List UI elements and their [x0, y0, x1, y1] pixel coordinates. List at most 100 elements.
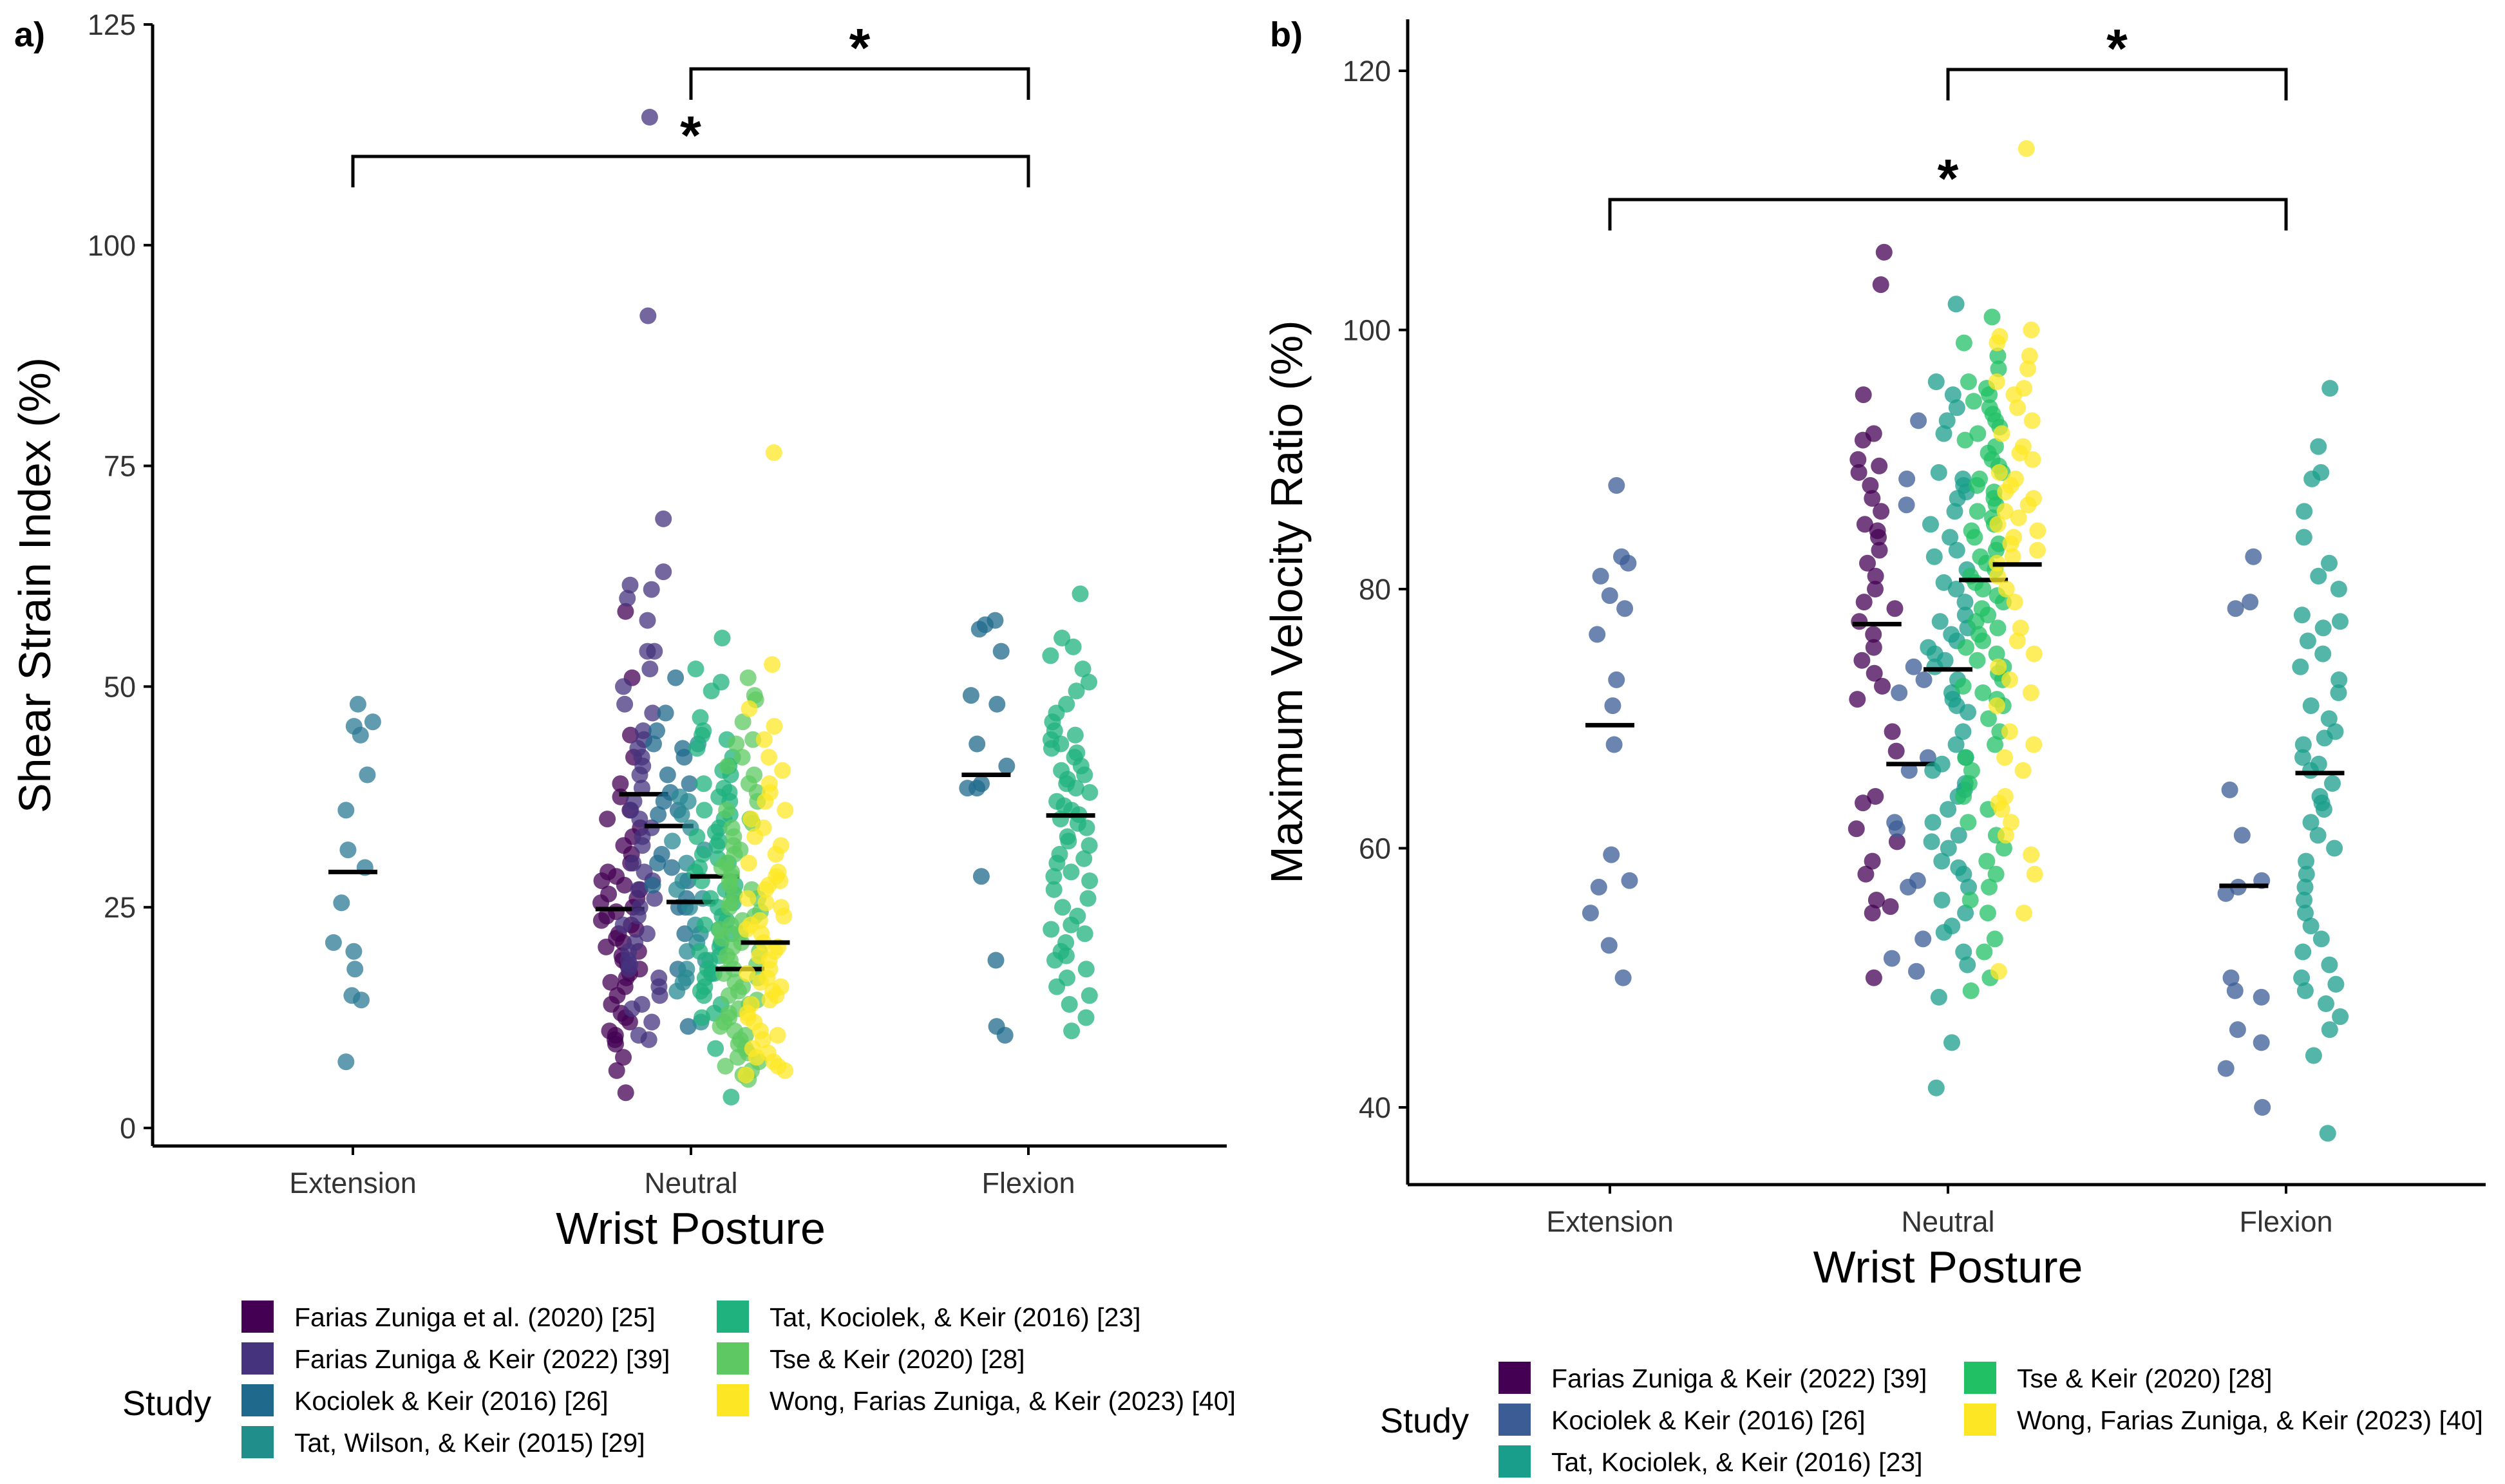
significance-bracket — [689, 67, 1030, 100]
x-axis-title: Wrist Posture — [1813, 1242, 2083, 1292]
data-point — [1063, 863, 1080, 881]
data-point — [1060, 832, 1077, 850]
data-point — [2009, 632, 2026, 650]
data-point — [1974, 632, 1992, 650]
data-point — [643, 1013, 661, 1031]
data-point — [2297, 905, 2314, 922]
legend-swatch — [241, 1384, 274, 1416]
data-point — [1076, 766, 1093, 784]
data-point — [2312, 930, 2330, 948]
data-point — [761, 749, 777, 766]
data-point — [1603, 846, 1620, 863]
data-point — [673, 806, 690, 823]
legend-label: Farias Zuniga & Keir (2022) [39] — [1551, 1364, 1927, 1393]
data-point — [1960, 775, 1978, 792]
series-group — [959, 612, 1016, 1044]
data-point — [721, 899, 738, 916]
y-tick-label: 120 — [1343, 55, 1391, 88]
data-point — [1993, 425, 2010, 442]
data-point — [2309, 827, 2327, 844]
data-point — [2253, 1034, 2270, 1051]
data-point — [987, 952, 1005, 969]
significance-star: * — [1938, 148, 1959, 209]
data-point — [1864, 905, 1881, 922]
data-point — [339, 841, 357, 859]
x-tick-label: Flexion — [2239, 1205, 2332, 1238]
y-tick-label: 60 — [1359, 832, 1391, 865]
data-point — [621, 1013, 638, 1031]
series-group — [1848, 243, 1905, 986]
data-point — [1948, 541, 1965, 559]
data-point — [1974, 581, 1992, 597]
data-point — [659, 766, 676, 784]
data-point — [657, 704, 674, 722]
data-point — [592, 912, 610, 929]
data-point — [2298, 852, 2314, 870]
data-point — [688, 740, 706, 757]
data-point — [757, 894, 775, 912]
data-point — [1923, 833, 1940, 850]
data-point — [1865, 626, 1882, 643]
data-point — [696, 916, 714, 934]
data-point — [1935, 924, 1952, 941]
data-point — [1590, 878, 1607, 896]
data-point — [1048, 978, 1066, 995]
data-point — [2019, 360, 2036, 377]
data-point — [607, 1035, 624, 1053]
data-point — [2305, 1047, 2322, 1064]
data-point — [2029, 522, 2047, 540]
data-point — [2299, 632, 2316, 650]
data-point — [639, 643, 656, 660]
data-point — [1621, 872, 1638, 889]
data-point — [688, 828, 706, 845]
data-point — [622, 726, 639, 744]
data-point — [2006, 594, 2023, 611]
data-point — [2012, 619, 2029, 637]
data-point — [1976, 943, 1993, 961]
data-point — [1042, 647, 1059, 664]
data-point — [752, 973, 770, 991]
y-tick-label: 125 — [88, 8, 136, 41]
data-point — [655, 793, 672, 810]
data-point — [1997, 827, 2014, 844]
data-point — [1989, 516, 2007, 533]
data-point — [1077, 961, 1095, 978]
data-point — [959, 780, 976, 797]
series-group — [711, 669, 769, 1088]
data-point — [695, 987, 713, 1004]
y-axis-title: Shear Strain Index (%) — [10, 357, 60, 813]
legend-label: Farias Zuniga et al. (2020) [25] — [294, 1302, 656, 1332]
data-point — [1994, 594, 2012, 611]
data-point — [617, 603, 634, 620]
series-group — [644, 669, 698, 1035]
data-point — [655, 563, 672, 581]
data-point — [717, 1058, 734, 1075]
data-point — [1054, 899, 1072, 916]
data-point — [663, 859, 681, 876]
data-point — [345, 943, 363, 960]
data-point — [641, 109, 658, 126]
data-point — [1862, 477, 1879, 494]
data-point — [1955, 334, 1972, 352]
data-point — [634, 837, 651, 854]
data-point — [1043, 921, 1060, 938]
significance-star: * — [680, 105, 701, 165]
data-point — [1926, 658, 1943, 675]
data-point — [1081, 784, 1099, 801]
data-point — [2026, 865, 2043, 883]
data-point — [1967, 613, 1985, 630]
data-point — [2314, 645, 2332, 662]
data-point — [1081, 837, 1098, 854]
data-point — [2332, 1008, 2349, 1026]
data-point — [1998, 581, 2015, 597]
data-point — [1930, 988, 1947, 1006]
data-point — [2217, 885, 2235, 902]
data-point — [1933, 852, 1951, 870]
data-point — [1873, 503, 1890, 520]
data-point — [1075, 850, 1093, 867]
y-tick-label: 100 — [88, 229, 136, 262]
series-group — [1582, 477, 1638, 986]
data-point — [687, 661, 704, 677]
data-point — [1871, 541, 1888, 559]
data-point — [2229, 1021, 2246, 1038]
